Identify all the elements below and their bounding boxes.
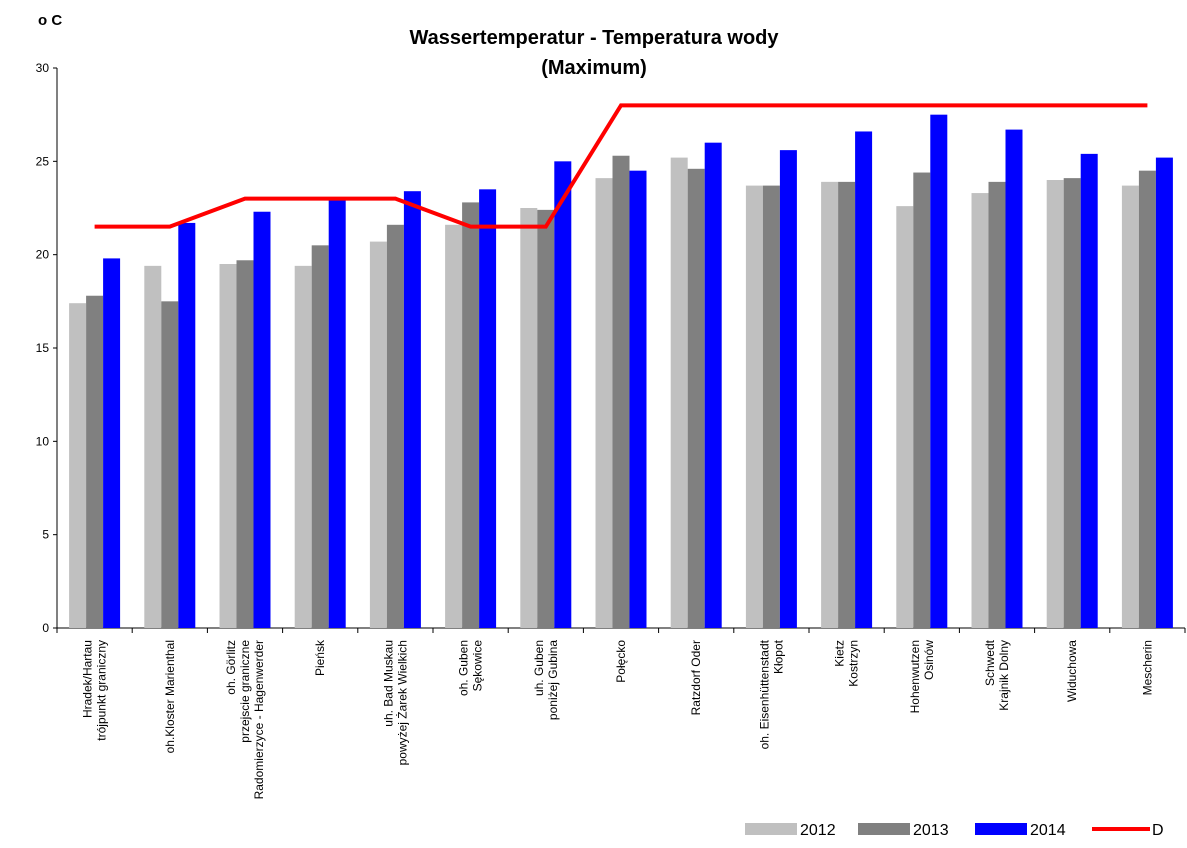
bar <box>762 185 780 628</box>
x-tick-label: trójpunkt graniczny <box>95 640 109 741</box>
bar <box>386 224 404 629</box>
bar <box>1155 157 1173 628</box>
x-tick-label: Ratzdorf Oder <box>689 640 703 715</box>
bar <box>236 260 254 628</box>
x-tick-label: powyżej Żarek Wielkich <box>395 640 409 765</box>
y-tick-label: 0 <box>42 621 49 635</box>
x-tick-label: Widuchowa <box>1065 640 1079 702</box>
legend-label: D <box>1152 822 1164 839</box>
y-tick-label: 5 <box>42 528 49 542</box>
x-tick-label: oh. Guben <box>457 640 471 696</box>
bar <box>554 161 572 629</box>
bar <box>1121 185 1139 628</box>
bar <box>479 189 497 629</box>
bar <box>537 209 555 628</box>
bar <box>1063 178 1081 628</box>
x-tick-label: Kłopot <box>771 639 785 674</box>
bar <box>328 198 346 628</box>
bar <box>704 142 722 628</box>
bar <box>1080 153 1098 628</box>
bar <box>294 265 312 628</box>
y-tick-label: 30 <box>36 61 50 75</box>
x-tick-label: oh.Kloster Marienthal <box>163 640 177 753</box>
bar <box>445 224 463 629</box>
legend-label: 2013 <box>913 822 949 839</box>
legend-label: 2014 <box>1030 822 1066 839</box>
bar <box>178 222 196 628</box>
bar <box>520 208 538 628</box>
x-tick-label: Radomierzyce - Hagenwerder <box>252 640 266 799</box>
bar <box>403 191 421 628</box>
legend-label: 2012 <box>800 822 836 839</box>
bar <box>462 202 480 628</box>
bar <box>629 170 647 628</box>
legend-swatch <box>745 823 797 835</box>
y-tick-label: 25 <box>36 154 50 168</box>
bar <box>612 155 630 628</box>
bar <box>855 131 873 628</box>
x-tick-label: Hradek/Hartau <box>81 640 95 718</box>
y-tick-label: 20 <box>36 248 50 262</box>
x-tick-label: Hohenwutzen <box>908 640 922 713</box>
bar <box>311 245 329 629</box>
bar <box>821 181 839 628</box>
x-tick-label: oh. Eisenhüttenstadt <box>757 639 771 749</box>
x-tick-label: Schwedt <box>983 639 997 686</box>
x-tick-label: Sękowice <box>471 640 485 692</box>
x-tick-label: Mescherin <box>1140 640 1154 695</box>
bar <box>896 206 914 628</box>
bar <box>971 193 989 629</box>
bar <box>219 264 237 628</box>
x-tick-label: Kostrzyn <box>847 640 861 687</box>
line <box>94 103 1148 229</box>
x-tick-label: przejscie graniczne <box>238 640 252 743</box>
bar <box>670 157 688 628</box>
x-tick-label: oh. Görlitz <box>224 640 238 695</box>
chart-subtitle: (Maximum) <box>541 57 647 79</box>
legend-swatch <box>975 823 1027 835</box>
bar <box>988 181 1006 628</box>
x-tick-label: poniżej Gubina <box>546 640 560 720</box>
bar <box>687 168 705 629</box>
bar <box>838 181 856 628</box>
y-tick-label: 15 <box>36 341 50 355</box>
bar <box>369 241 387 628</box>
bar <box>779 150 797 628</box>
legend-swatch <box>858 823 910 835</box>
bar <box>1138 170 1156 628</box>
x-tick-label: Kietz <box>833 640 847 667</box>
bar <box>1046 180 1064 628</box>
bar <box>595 178 613 628</box>
x-tick-label: Pieńsk <box>313 639 327 676</box>
bar <box>103 258 121 628</box>
bar <box>930 114 948 628</box>
x-tick-label: Osinów <box>922 640 936 680</box>
bar <box>161 301 179 628</box>
x-tick-label: uh. Bad Muskau <box>381 640 395 727</box>
bar <box>745 185 763 628</box>
chart-title: Wassertemperatur - Temperatura wody <box>410 27 780 49</box>
y-tick-label: 10 <box>36 434 50 448</box>
bar <box>144 265 162 628</box>
bar <box>69 303 87 628</box>
x-tick-label: uh. Guben <box>532 640 546 696</box>
bar <box>1005 129 1023 628</box>
bar <box>86 295 104 628</box>
bar <box>913 172 931 629</box>
x-tick-label: Krajnik Dolny <box>997 640 1011 711</box>
y-axis-label: o C <box>38 12 62 29</box>
bar <box>253 211 271 628</box>
x-tick-label: Połęcko <box>614 640 628 683</box>
